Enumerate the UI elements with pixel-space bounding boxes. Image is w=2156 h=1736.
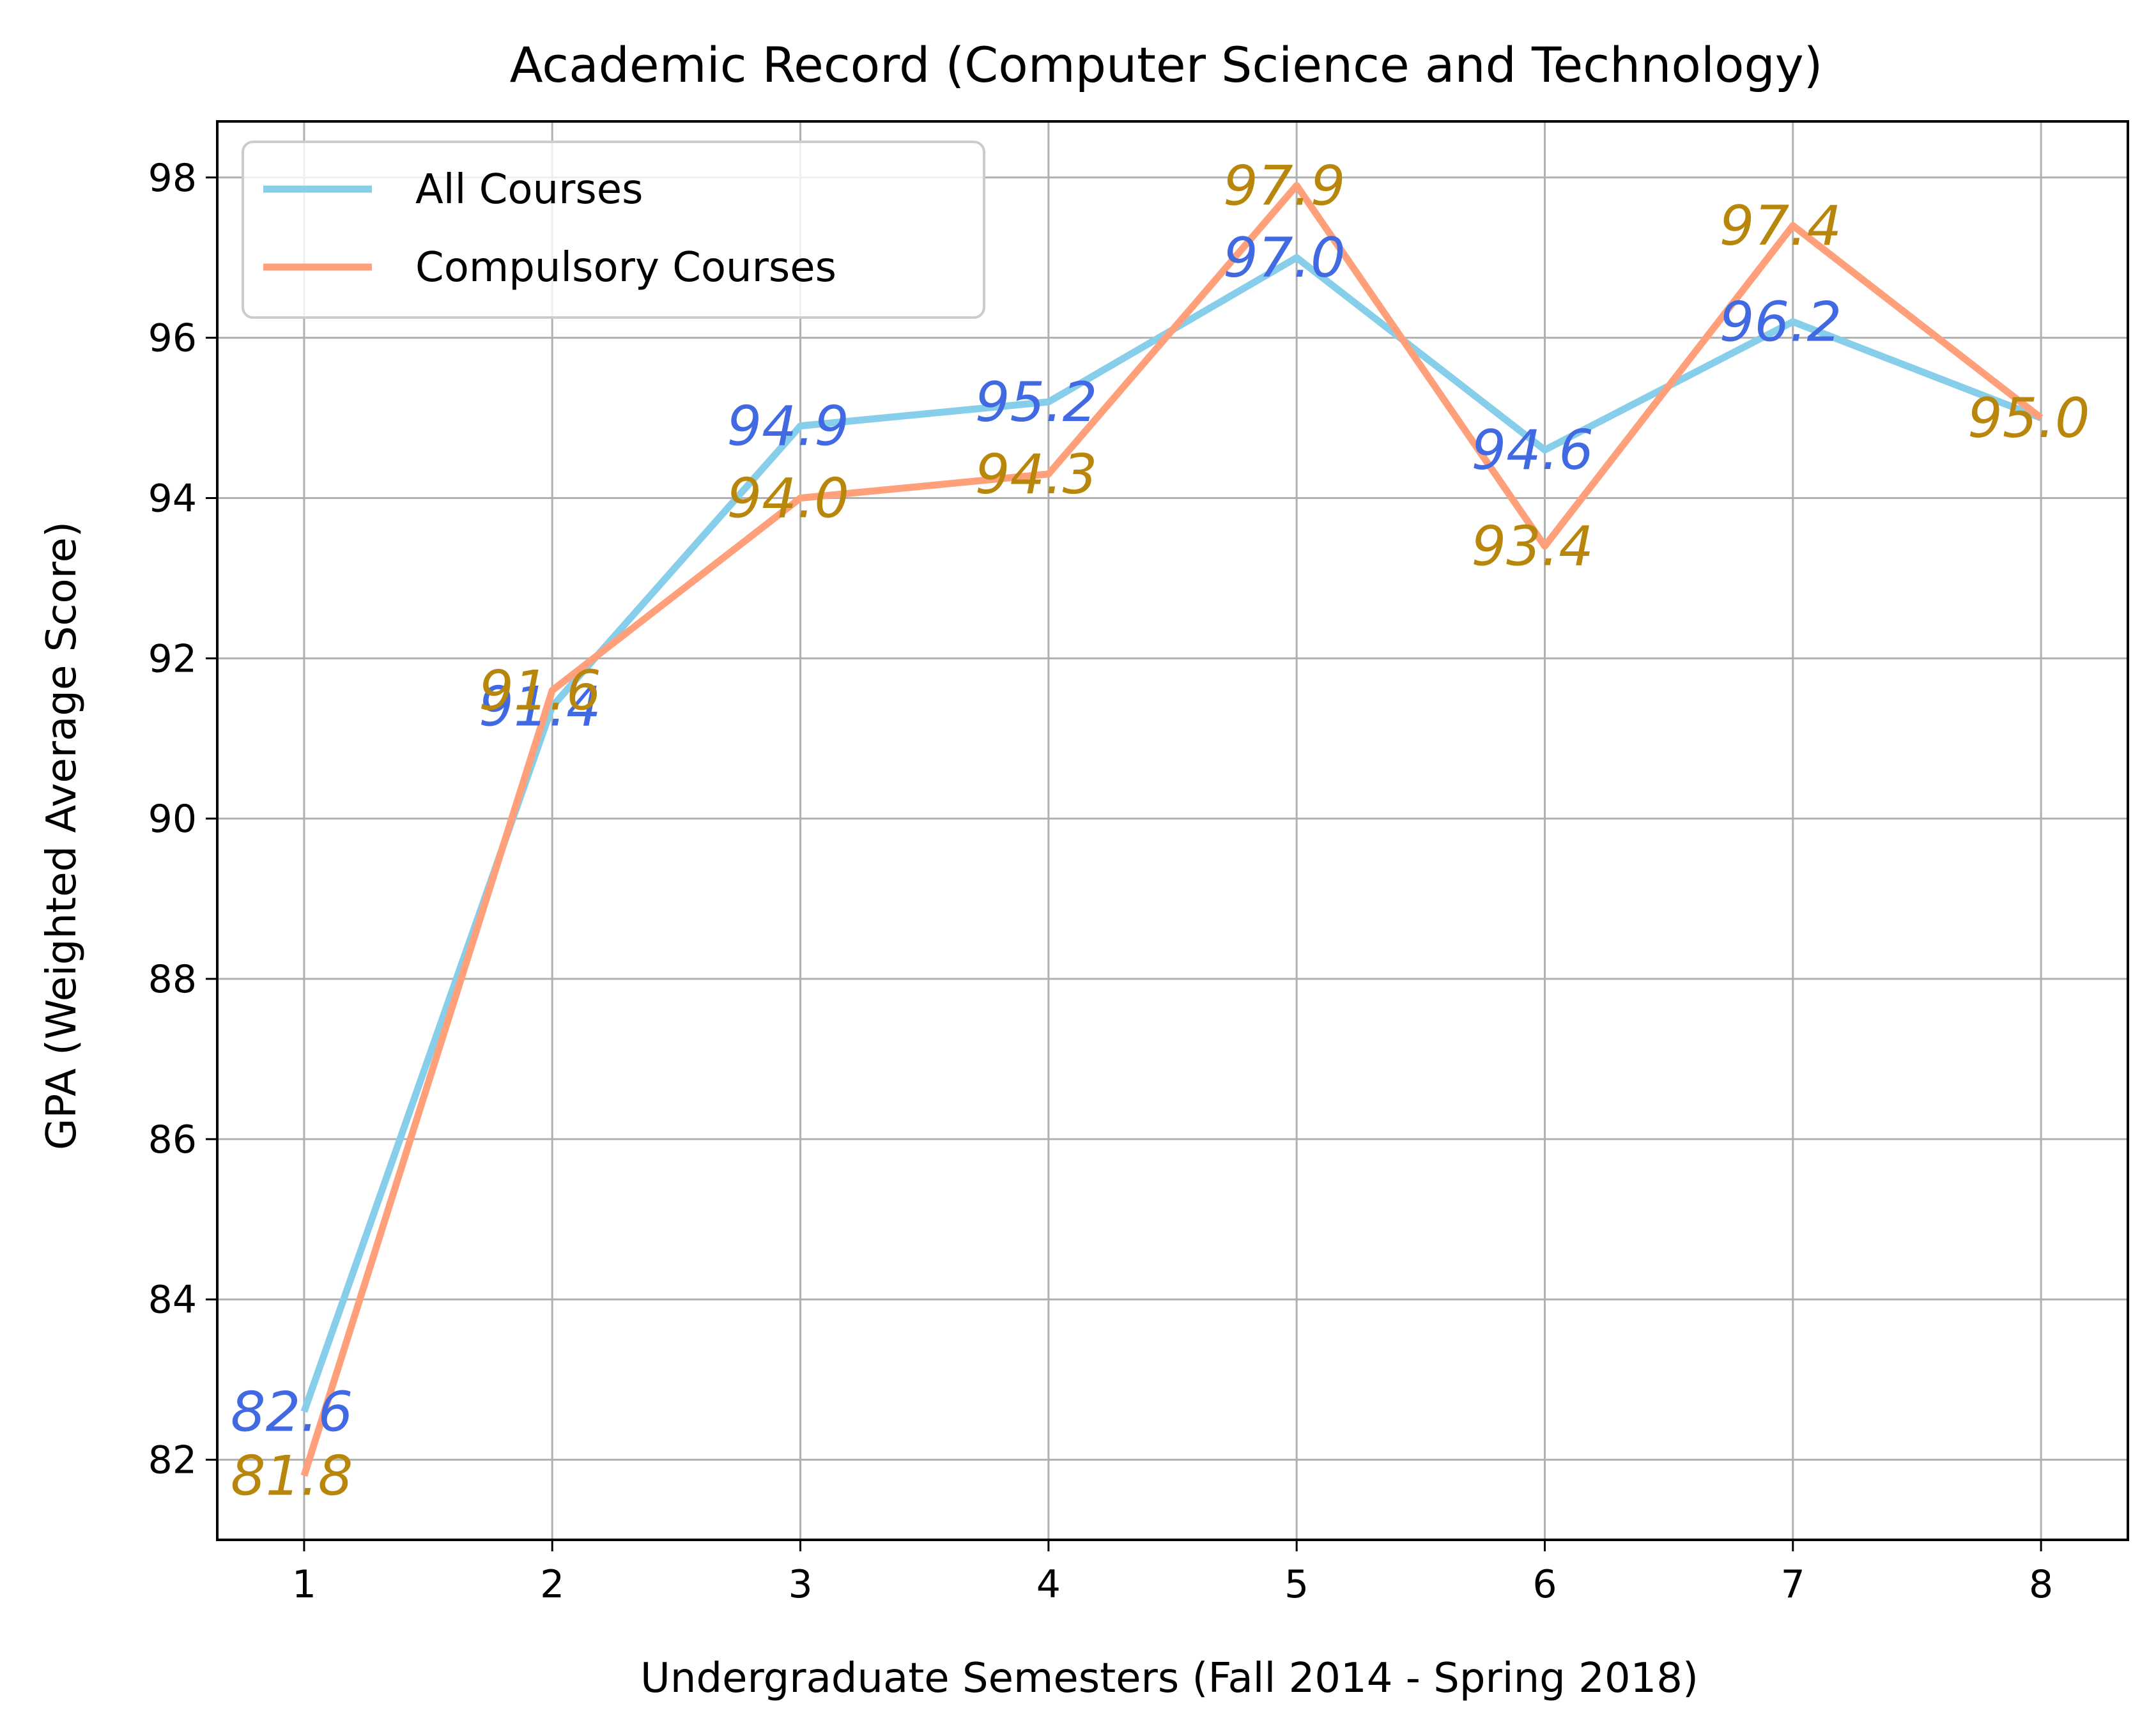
x-tick-label: 7 (1781, 1562, 1805, 1607)
data-label-compulsory-courses: 93.4 (1471, 515, 1593, 579)
y-axis-label: GPA (Weighted Average Score) (38, 521, 86, 1150)
data-label-all-courses: 96.2 (1720, 291, 1842, 355)
series-line-compulsory-courses (300, 181, 2044, 1477)
data-label-all-courses: 82.6 (231, 1380, 353, 1444)
plot-frame (216, 120, 2129, 1541)
y-tick-label: 94 (148, 476, 197, 521)
x-tick-label: 8 (2029, 1562, 2053, 1607)
y-tick-label: 92 (148, 636, 197, 681)
data-label-all-courses: 94.6 (1471, 419, 1593, 482)
legend-box (242, 141, 985, 319)
y-tick-label: 88 (148, 957, 197, 1002)
data-labels: 82.6 91.4 94.9 95.2 97.0 94.6 96.2 81.8 91.6 94.0… (231, 154, 2090, 1508)
grid-lines (217, 121, 2128, 1540)
legend: All Courses Compulsory Courses (242, 141, 985, 319)
data-label-all-courses: 94.9 (727, 395, 849, 459)
x-tick-label: 1 (292, 1562, 316, 1607)
data-label-all-courses: 91.4 (479, 675, 601, 739)
y-tick-label: 90 (148, 797, 197, 841)
x-tick-label: 2 (540, 1562, 564, 1607)
data-label-all-courses: 97.0 (1223, 226, 1345, 290)
y-tick-label: 96 (148, 316, 197, 361)
data-label-compulsory-courses: 97.9 (1223, 154, 1345, 218)
x-axis-label: Undergraduate Semesters (Fall 2014 - Spr… (640, 1655, 1698, 1702)
data-label-compulsory-courses: 97.4 (1720, 194, 1842, 258)
x-tick-label: 4 (1036, 1562, 1061, 1607)
data-label-compulsory-courses: 94.3 (975, 443, 1097, 507)
data-label-compulsory-courses: 91.6 (479, 659, 601, 723)
data-label-compulsory-courses: 94.0 (727, 466, 849, 530)
y-tick-label: 86 (148, 1118, 197, 1162)
y-tick-label: 82 (148, 1438, 197, 1483)
x-tick-label: 5 (1284, 1562, 1309, 1607)
chart-title: Academic Record (Computer Science and Te… (510, 36, 1823, 93)
y-tick-label: 84 (148, 1278, 197, 1323)
series-lines (300, 181, 2044, 1477)
y-tick-label: 98 (148, 156, 197, 201)
data-label-all-courses: 95.2 (975, 371, 1097, 434)
legend-label-compulsory-courses: Compulsory Courses (415, 244, 836, 291)
x-tick-label: 6 (1532, 1562, 1557, 1607)
data-label-compulsory-courses: 95.0 (1967, 387, 2090, 450)
data-label-compulsory-courses: 81.8 (231, 1445, 353, 1509)
x-tick-label: 3 (788, 1562, 812, 1607)
axis-ticks: 1 2 3 4 5 6 7 8 82 84 86 88 90 92 94 96 98 (148, 156, 2054, 1607)
legend-label-all-courses: All Courses (415, 166, 643, 213)
